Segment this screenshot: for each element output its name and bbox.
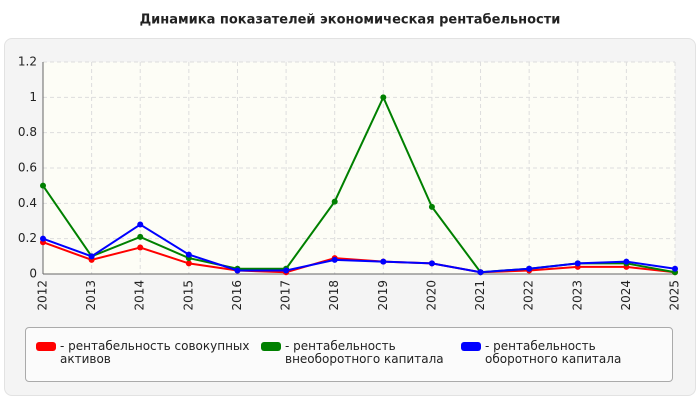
data-point bbox=[137, 244, 144, 251]
y-tick-label: 0.8 bbox=[18, 125, 37, 139]
data-point bbox=[428, 260, 435, 267]
x-tick-label: 2022 bbox=[522, 280, 536, 311]
data-point bbox=[88, 253, 95, 260]
data-point bbox=[234, 267, 241, 274]
x-tick-label: 2014 bbox=[133, 280, 147, 311]
data-point bbox=[623, 258, 630, 265]
legend-swatch bbox=[461, 342, 481, 351]
x-tick-label: 2021 bbox=[473, 280, 487, 311]
data-point bbox=[428, 203, 435, 210]
data-point bbox=[380, 94, 387, 101]
data-point bbox=[331, 256, 338, 263]
legend-swatch bbox=[261, 342, 281, 351]
data-point bbox=[137, 233, 144, 240]
series-line bbox=[42, 223, 676, 274]
x-tick-label: 2025 bbox=[668, 280, 682, 311]
data-point bbox=[380, 258, 387, 265]
x-tick-label: 2017 bbox=[279, 280, 293, 311]
y-tick-label: 0.4 bbox=[18, 196, 37, 210]
x-tick-label: 2018 bbox=[327, 280, 341, 311]
legend-item: - рентабельность внеоборотного капитала bbox=[261, 340, 461, 381]
x-tick-label: 2013 bbox=[84, 280, 98, 311]
data-point bbox=[574, 260, 581, 267]
legend-swatch bbox=[36, 342, 56, 351]
data-point bbox=[185, 260, 192, 267]
x-tick-label: 2023 bbox=[570, 280, 584, 311]
data-point bbox=[283, 267, 290, 274]
data-point bbox=[40, 182, 46, 189]
y-tick-label: 0.2 bbox=[18, 231, 37, 245]
data-point bbox=[331, 198, 338, 205]
legend-label: - рентабельность внеоборотного капитала bbox=[285, 339, 444, 366]
data-point bbox=[672, 265, 678, 272]
chart-title: Динамика показателей экономическая рента… bbox=[140, 13, 561, 28]
y-tick-label: 0 bbox=[29, 267, 37, 281]
x-tick-label: 2024 bbox=[619, 280, 633, 311]
x-tick-label: 2012 bbox=[36, 280, 50, 311]
y-tick-label: 0.6 bbox=[18, 161, 37, 175]
x-tick-label: 2019 bbox=[376, 280, 390, 311]
data-point bbox=[137, 221, 144, 228]
data-point bbox=[185, 251, 192, 258]
legend: - рентабельность совокупных активов - рен… bbox=[25, 327, 673, 382]
y-tick-label: 1 bbox=[29, 90, 37, 104]
legend-item: - рентабельность совокупных активов bbox=[36, 340, 261, 381]
data-point bbox=[40, 235, 46, 242]
legend-item: - рентабельность оборотного капитала bbox=[461, 340, 661, 381]
y-tick-label: 1.2 bbox=[18, 55, 37, 69]
data-point bbox=[477, 269, 484, 276]
x-tick-label: 2016 bbox=[230, 280, 244, 311]
x-tick-label: 2015 bbox=[181, 280, 195, 311]
data-point bbox=[526, 265, 533, 272]
x-tick-label: 2020 bbox=[424, 280, 438, 311]
legend-label: - рентабельность оборотного капитала bbox=[485, 339, 622, 366]
legend-label: - рентабельность совокупных активов bbox=[60, 339, 250, 366]
